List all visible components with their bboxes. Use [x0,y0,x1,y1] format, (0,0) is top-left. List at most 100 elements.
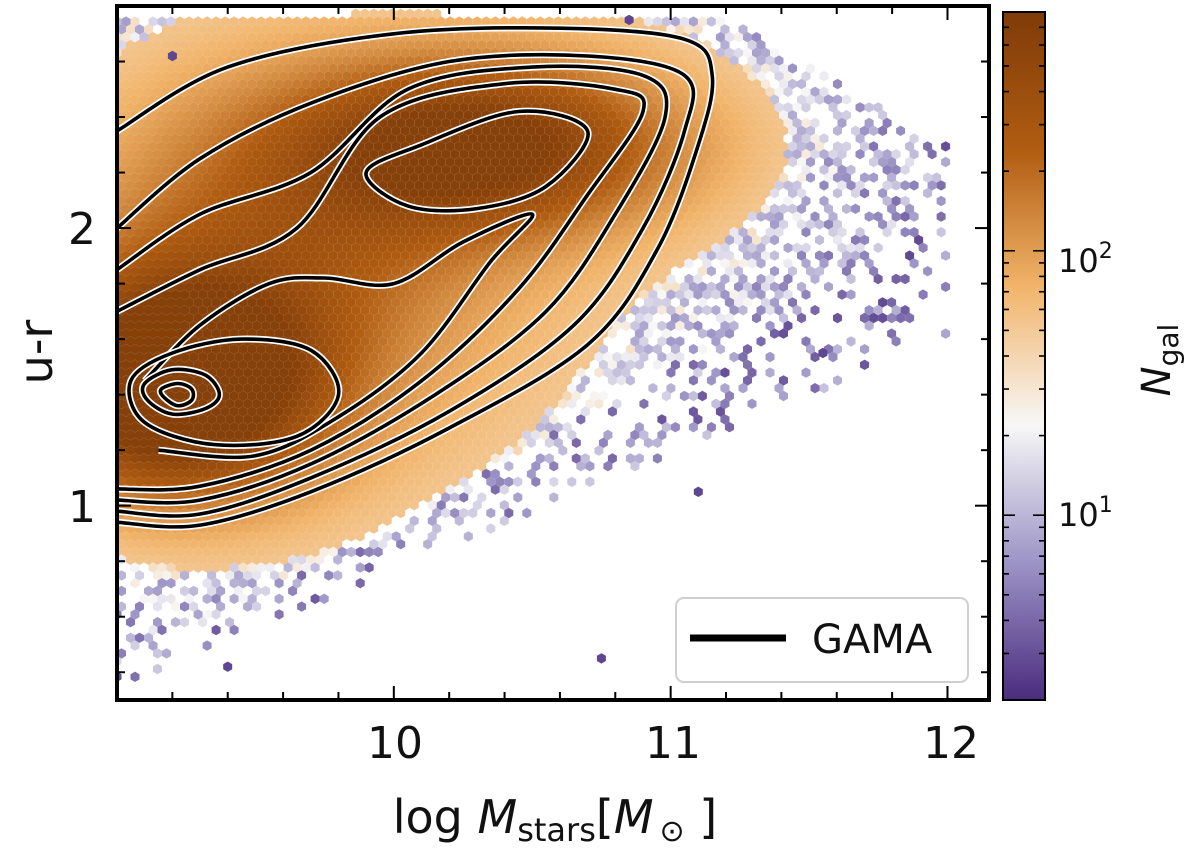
hex-bin [166,188,176,199]
hex-bin [333,305,343,316]
hex-bin [743,344,752,355]
hex-bin [175,32,185,43]
hex-bin [261,351,271,363]
hex-bin [400,297,410,308]
hex-bin [486,273,496,285]
hex-bin [702,227,712,238]
hex-bin [279,554,289,565]
hex-bin [661,141,671,152]
hex-bin [571,328,581,339]
hex-bin [391,219,401,230]
hex-bin [882,117,892,129]
hex-bin [225,367,235,378]
hex-bin [517,94,527,105]
hex-bin [693,273,703,285]
hex-bin [508,125,518,136]
hex-bin [153,71,162,82]
hex-bin [301,250,311,261]
hex-bin [589,266,599,277]
hex-bin [761,188,770,199]
hex-bin [463,468,473,480]
hex-bin [900,273,910,285]
hex-bin [679,390,689,402]
hex-bin [261,149,271,160]
hex-bin [387,258,397,269]
hex-bin [256,422,266,433]
hex-bin [301,78,311,90]
hex-bin [382,531,392,542]
hex-bin [310,250,320,261]
hex-bin [414,289,424,300]
hex-bin [697,297,707,308]
hex-bin [139,328,149,339]
hex-bin [905,156,915,168]
hex-bin [288,289,298,300]
hex-bin [797,250,806,261]
hex-bin [688,344,698,355]
hex-bin [792,149,802,160]
hex-bin [333,258,343,269]
hex-bin [315,102,325,113]
hex-bin [355,500,365,511]
hex-bin [153,554,162,565]
hex-bin [337,515,347,526]
hex-bin [373,297,383,308]
hex-bin [436,375,446,386]
hex-bin [157,16,167,27]
hex-bin [292,63,302,74]
hex-bin [603,149,613,160]
hex-bin [355,156,365,168]
hex-bin [324,102,334,113]
hex-bin [585,149,595,160]
hex-bin [351,476,361,487]
hex-bin [121,32,131,43]
hex-bin [405,164,415,175]
hex-bin [351,445,361,456]
hex-bin [225,117,235,129]
hex-bin [135,71,144,82]
hex-bin [706,156,716,168]
hex-bin [495,336,505,347]
hex-bin [117,102,126,113]
hex-bin [720,71,730,82]
hex-bin [661,156,671,168]
hex-bin [369,242,379,253]
x-tick-label-12: 12 [923,718,979,769]
hex-bin [486,476,496,487]
hex-bin [342,336,352,347]
hex-bin [481,422,491,433]
hex-bin [243,305,253,316]
hex-bin [770,328,779,339]
hex-bin [441,273,451,285]
hex-bin [675,227,685,238]
hex-bin [729,133,739,144]
hex-bin [121,422,131,433]
hex-bin [360,71,370,82]
hex-bin [355,266,365,277]
hex-bin [193,94,203,105]
hex-bin [594,305,604,316]
hex-bin [342,195,352,207]
hex-bin [477,429,487,441]
hex-bin [360,305,370,316]
hex-bin [909,180,919,191]
hex-bin [324,289,334,300]
hex-bin [328,297,338,308]
hex-bin [526,234,536,246]
hex-bin [729,273,739,285]
hex-bin [743,110,752,121]
hex-bin [153,476,162,487]
hex-bin [765,149,775,160]
hex-bin [734,234,743,246]
hex-bin [265,250,275,261]
hex-bin [207,570,217,581]
hex-bin [738,258,748,269]
hex-bin [535,219,545,230]
hex-bin [770,172,779,183]
hex-bin [567,102,577,113]
hex-bin [130,671,140,682]
hex-bin [815,219,824,230]
hex-bin [216,117,226,129]
hex-bin [261,195,271,207]
hex-bin [427,453,437,464]
